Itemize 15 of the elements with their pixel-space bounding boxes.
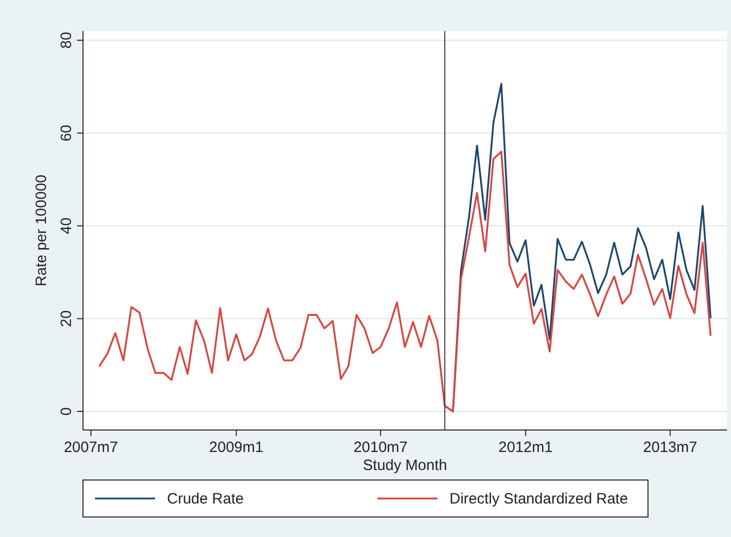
y-tick-label: 20 bbox=[58, 310, 75, 327]
y-axis-title: Rate per 100000 bbox=[33, 174, 50, 286]
x-tick-label: 2010m7 bbox=[353, 439, 408, 456]
legend-label: Crude Rate bbox=[167, 490, 244, 508]
y-tick-label: 0 bbox=[58, 407, 75, 416]
y-tick-label: 80 bbox=[58, 32, 75, 49]
y-tick-label: 60 bbox=[58, 124, 75, 142]
x-tick-label: 2009m1 bbox=[209, 439, 264, 456]
x-tick-label: 2012m1 bbox=[498, 439, 553, 456]
line-series bbox=[98, 150, 712, 412]
x-tick-label: 2013m7 bbox=[643, 439, 698, 456]
y-tick-label: 40 bbox=[58, 218, 75, 234]
x-axis-title: Study Month bbox=[362, 457, 448, 474]
legend-label: Directly Standardized Rate bbox=[450, 490, 628, 508]
x-tick-label: 2007m7 bbox=[64, 439, 118, 456]
